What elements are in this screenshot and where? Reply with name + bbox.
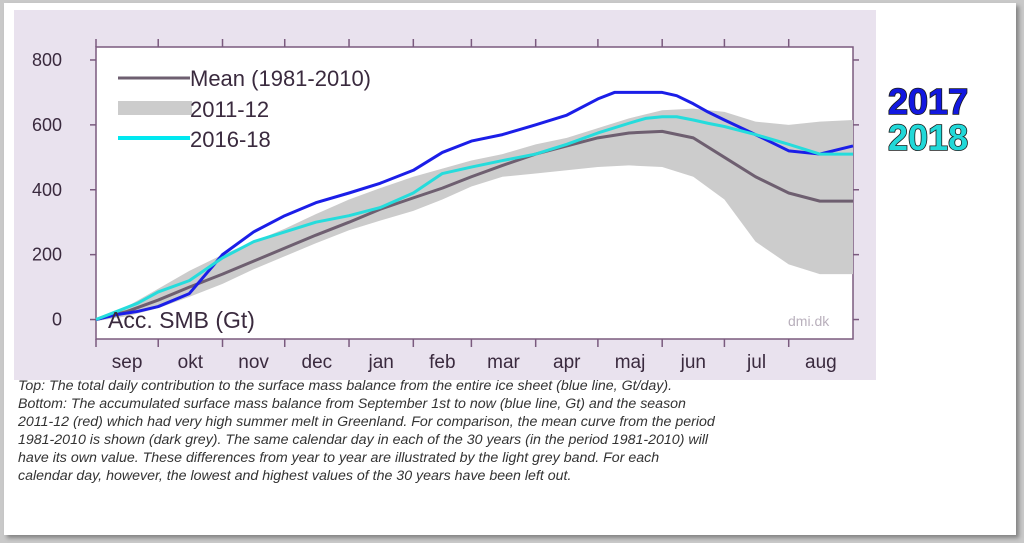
year-legend: 2017 2018 (887, 81, 1008, 158)
chart-panel: 0 200 400 600 800 sep okt nov dec jan feb mar apr maj… (14, 10, 876, 380)
band-layer (96, 108, 853, 322)
x-tick-label: aug (805, 352, 837, 373)
legend-label-mean: Mean (1981-2010) (190, 66, 371, 91)
credit-label: dmi.dk (788, 313, 830, 329)
caption-line: 1981-2010 is shown (dark grey). The same… (18, 432, 709, 448)
x-tick-label: apr (553, 352, 581, 373)
year-label-2017: 2017 (887, 81, 969, 122)
caption-line: 2011-12 (red) which had very high summer… (18, 414, 715, 430)
y-axis-label: Acc. SMB (Gt) (108, 307, 255, 333)
legend-swatch-2011-12 (118, 101, 192, 115)
x-tick-label: jan (367, 352, 393, 373)
caption-line: Bottom: The accumulated surface mass bal… (18, 396, 686, 412)
legend: Mean (1981-2010) 2011-12 2016-18 (118, 66, 371, 152)
series-line-2018 (95, 115, 853, 321)
x-tick-label: dec (302, 352, 333, 373)
year-label-2018: 2018 (887, 117, 969, 158)
series-layer (95, 90, 854, 321)
y-tick-label: 200 (32, 245, 62, 265)
x-tick-label: jun (680, 352, 706, 373)
x-tick-label: maj (615, 352, 646, 373)
series-line-mean-1981-2010- (95, 129, 853, 321)
y-tick-label: 600 (32, 115, 62, 135)
y-tick-label: 400 (32, 180, 62, 200)
smb-chart: 0 200 400 600 800 sep okt nov dec jan feb mar apr maj… (32, 39, 859, 373)
caption-line: calendar day, however, the lowest and hi… (18, 468, 572, 484)
minmax-band (96, 108, 853, 322)
legend-label-2011-12: 2011-12 (190, 97, 269, 122)
x-tick-label: nov (238, 352, 269, 373)
caption-line: Top: The total daily contribution to the… (18, 378, 673, 394)
x-tick-label: feb (429, 352, 455, 373)
x-tick-label: jul (746, 352, 766, 373)
chart-caption: Top: The total daily contribution to the… (18, 377, 878, 485)
x-tick-label: sep (112, 352, 143, 373)
y-tick-label: 800 (32, 50, 62, 70)
caption-line: have its own value. These differences fr… (18, 450, 660, 466)
tick-layer: 0 200 400 600 800 sep okt nov dec jan feb mar apr maj… (32, 39, 859, 373)
x-tick-label: okt (178, 352, 204, 373)
y-tick-label: 0 (52, 310, 62, 330)
x-tick-label: mar (487, 352, 520, 373)
legend-label-2016-18: 2016-18 (190, 127, 271, 152)
